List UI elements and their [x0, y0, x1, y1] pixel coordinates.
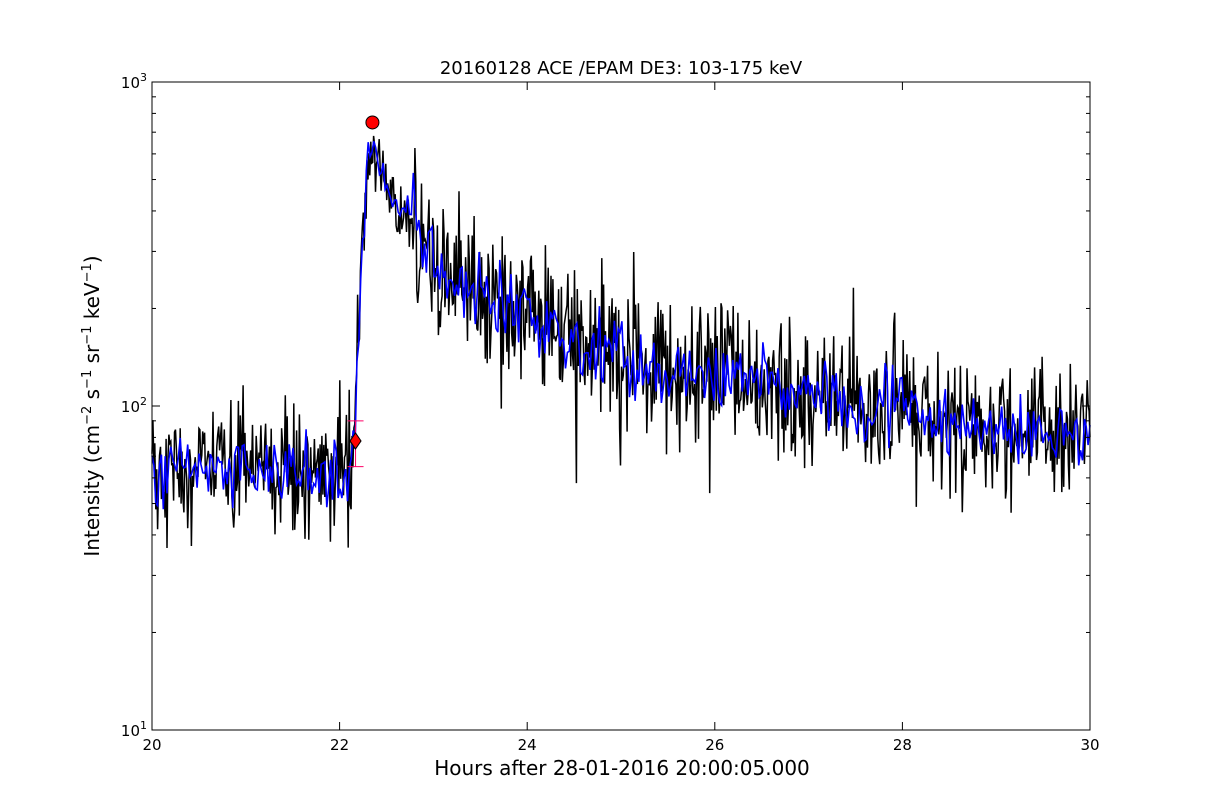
y-tick-label: 103	[121, 71, 147, 92]
y-axis-label: Intensity (cm−2 s−1 sr−1 keV−1)	[80, 255, 104, 556]
series-line-raw	[151, 135, 1091, 549]
x-tick-label: 22	[330, 736, 349, 754]
marker-layer	[347, 115, 380, 468]
x-tick-label: 28	[893, 736, 912, 754]
plot-area: 20 22 24 26 28 30 101 102 103	[121, 71, 1100, 754]
y-tick-label: 102	[121, 395, 147, 416]
x-tick-label: 26	[705, 736, 724, 754]
series-line-smoothed	[151, 141, 1091, 510]
peak-marker	[365, 115, 380, 130]
x-tick-label: 24	[518, 736, 537, 754]
tick-layer: 20 22 24 26 28 30 101 102 103	[121, 71, 1100, 754]
x-axis-label: Hours after 28-01-2016 20:00:05.000	[434, 756, 810, 780]
x-tick-label: 30	[1080, 736, 1099, 754]
series-layer	[151, 135, 1091, 549]
y-tick-label: 101	[121, 719, 147, 740]
onset-marker	[349, 432, 362, 450]
chart-title: 20160128 ACE /EPAM DE3: 103-175 keV	[440, 58, 803, 79]
x-tick-label: 20	[142, 736, 161, 754]
